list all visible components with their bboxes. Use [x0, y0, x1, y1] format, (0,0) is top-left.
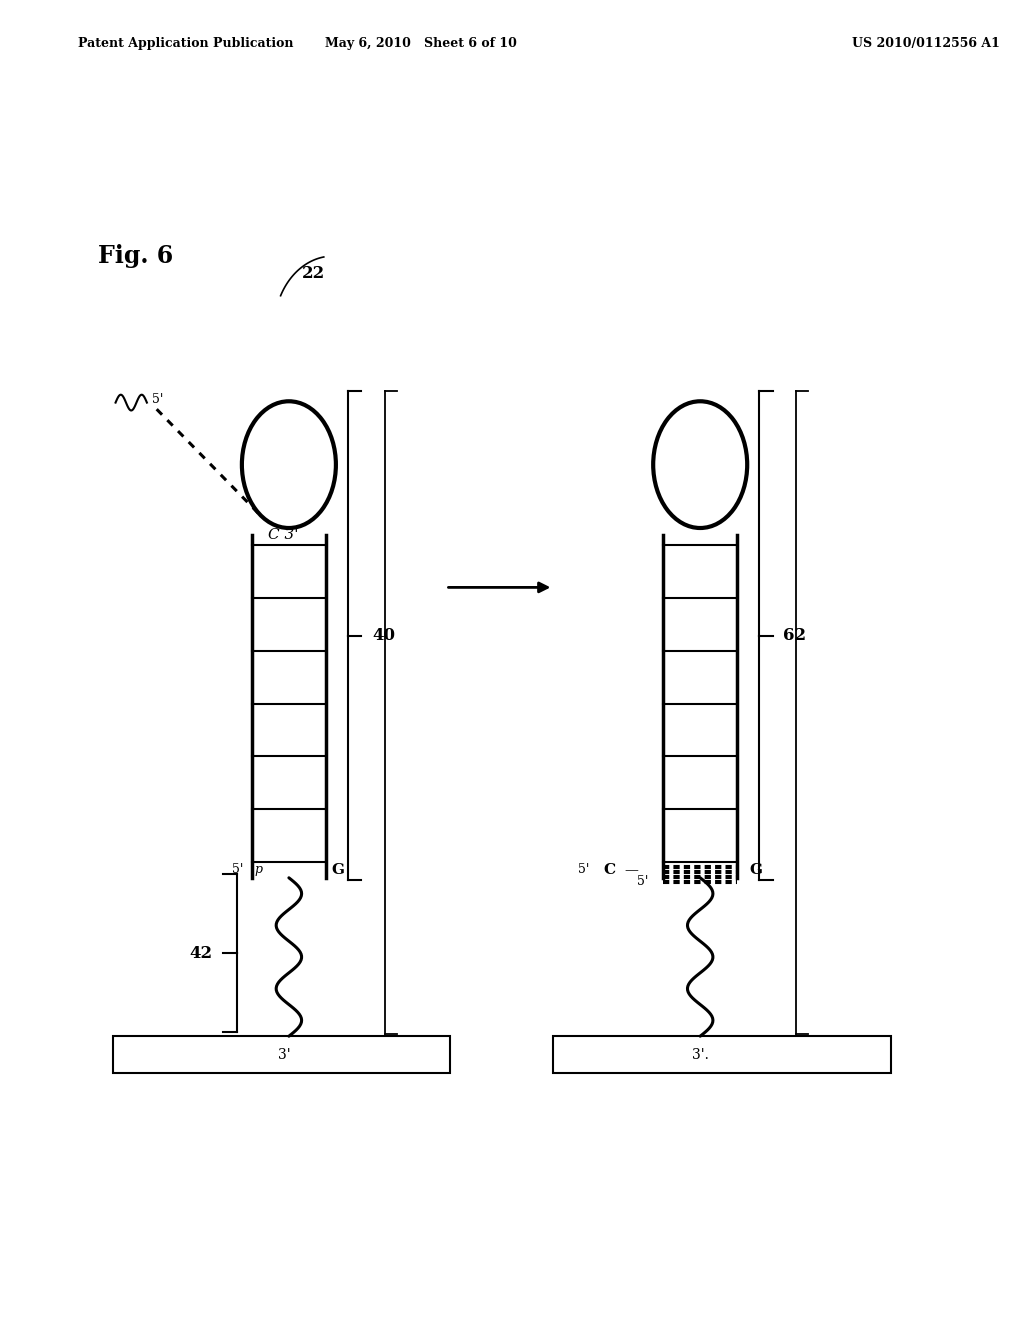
- Circle shape: [242, 401, 336, 528]
- Text: 3': 3': [278, 1048, 291, 1061]
- Text: Patent Application Publication: Patent Application Publication: [79, 37, 294, 50]
- Text: 62: 62: [783, 627, 807, 644]
- Text: 3'.: 3'.: [692, 1048, 709, 1061]
- Text: G: G: [331, 863, 344, 876]
- Text: C: C: [603, 863, 615, 876]
- Text: 5': 5': [232, 863, 244, 876]
- Text: May 6, 2010   Sheet 6 of 10: May 6, 2010 Sheet 6 of 10: [326, 37, 517, 50]
- Text: US 2010/0112556 A1: US 2010/0112556 A1: [852, 37, 999, 50]
- Text: 5': 5': [152, 393, 163, 407]
- Text: G: G: [750, 863, 762, 876]
- Text: 42: 42: [189, 945, 213, 961]
- Text: Fig. 6: Fig. 6: [98, 244, 173, 268]
- Text: 22: 22: [302, 265, 325, 282]
- Text: p: p: [255, 863, 262, 876]
- Text: 5': 5': [637, 875, 648, 888]
- Text: C 3': C 3': [268, 528, 299, 543]
- Text: 5': 5': [579, 863, 590, 876]
- Text: 40: 40: [372, 627, 395, 644]
- Bar: [113, 1036, 451, 1073]
- Circle shape: [653, 401, 748, 528]
- Text: —: —: [625, 863, 639, 876]
- Bar: [553, 1036, 891, 1073]
